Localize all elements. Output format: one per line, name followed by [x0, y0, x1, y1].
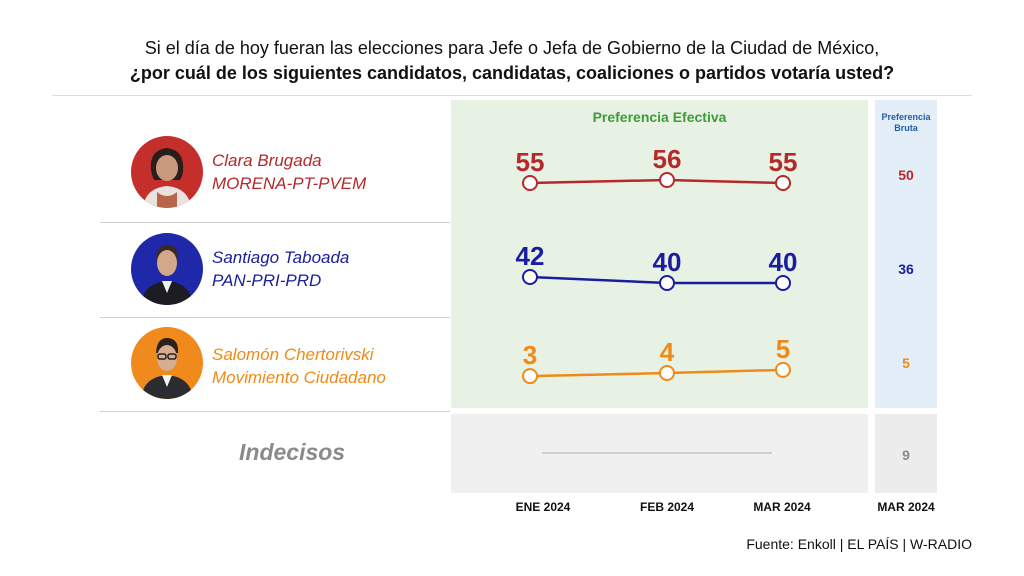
candidate-party: MORENA-PT-PVEM — [212, 174, 367, 193]
gross-label-line2: Bruta — [894, 123, 918, 133]
data-point — [522, 368, 538, 385]
effective-preference-panel — [451, 100, 868, 408]
data-point — [775, 275, 791, 291]
gross-preference-label: Preferencia Bruta — [875, 112, 937, 134]
gross-value: 50 — [898, 167, 914, 183]
chart-title-line1: Si el día de hoy fueran las elecciones p… — [144, 38, 880, 58]
candidate-party: PAN-PRI-PRD — [212, 271, 322, 290]
gross-value-undecided: 9 — [902, 447, 910, 463]
source-note: Fuente: Enkoll | EL PAÍS | W-RADIO — [746, 536, 972, 552]
data-label: 55 — [769, 147, 798, 177]
candidate-party: Movimiento Ciudadano — [212, 368, 386, 387]
data-label: 4 — [660, 337, 675, 367]
effective-preference-label: Preferencia Efectiva — [592, 109, 727, 125]
data-label: 56 — [653, 144, 682, 174]
data-point — [522, 269, 538, 285]
data-label: 40 — [653, 247, 682, 277]
row-divider — [100, 317, 450, 318]
gross-label-line1: Preferencia — [881, 112, 931, 122]
data-point — [659, 172, 675, 188]
portrait-icon — [131, 327, 203, 399]
avatar-salomon-chertorivski — [131, 327, 203, 399]
row-divider — [100, 411, 450, 412]
x-tick-label: MAR 2024 — [753, 500, 811, 514]
row-divider — [100, 222, 450, 223]
x-tick-label: ENE 2024 — [515, 500, 571, 514]
data-label: 3 — [523, 340, 537, 370]
portrait-icon — [131, 136, 203, 208]
series-line — [529, 368, 784, 378]
data-label: 5 — [776, 334, 790, 364]
portrait-icon — [131, 233, 203, 305]
candidate-name: Santiago Taboada — [212, 248, 350, 267]
gross-value: 36 — [898, 261, 914, 277]
data-point — [659, 275, 675, 291]
data-point — [775, 361, 791, 378]
avatar-santiago-taboada — [131, 233, 203, 305]
data-label: 55 — [516, 147, 545, 177]
gross-value: 5 — [902, 355, 910, 371]
candidate-name: Salomón Chertorivski — [212, 345, 374, 364]
gross-preference-panel — [875, 100, 937, 408]
data-point — [775, 175, 791, 191]
x-tick-label: FEB 2024 — [639, 500, 695, 514]
title-divider — [52, 95, 972, 96]
data-point — [522, 175, 538, 191]
undecided-label: Indecisos — [239, 439, 346, 465]
candidate-name: Clara Brugada — [212, 151, 322, 170]
series-line — [529, 275, 783, 285]
gross-column-label: MAR 2024 — [877, 500, 935, 514]
data-label: 42 — [516, 241, 545, 271]
data-point — [659, 365, 675, 381]
chart-title-line2: ¿por cuál de los siguientes candidatos, … — [129, 63, 895, 83]
gross-undecided-panel — [875, 414, 937, 493]
avatar-clara-brugada — [131, 136, 203, 208]
data-label: 40 — [769, 247, 798, 277]
series-line — [529, 178, 784, 185]
